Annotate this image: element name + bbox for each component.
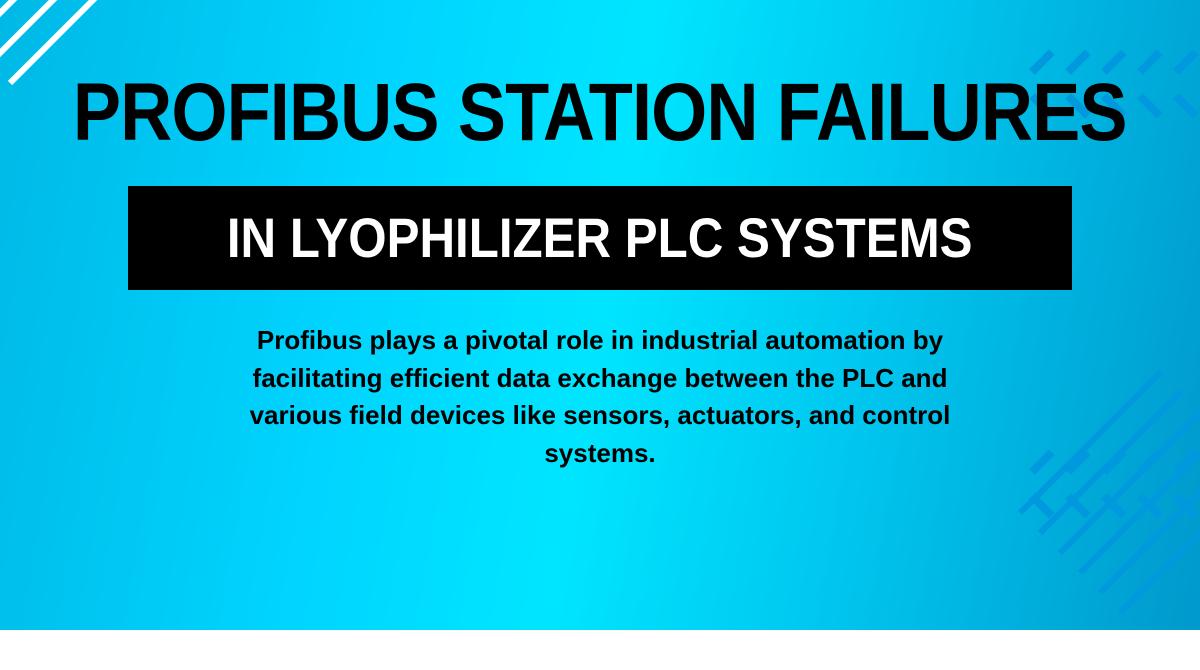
- banner-container: PROFIBUS STATION FAILURES IN LYOPHILIZER…: [0, 0, 1200, 630]
- subtitle: IN LYOPHILIZER PLC SYSTEMS: [227, 210, 973, 266]
- headline: PROFIBUS STATION FAILURES: [73, 72, 1127, 154]
- subtitle-box: IN LYOPHILIZER PLC SYSTEMS: [128, 186, 1071, 290]
- description: Profibus plays a pivotal role in industr…: [220, 322, 980, 473]
- diagonal-lines-bottom-right: [1040, 470, 1200, 670]
- chevrons-bottom-right: [1032, 460, 1200, 508]
